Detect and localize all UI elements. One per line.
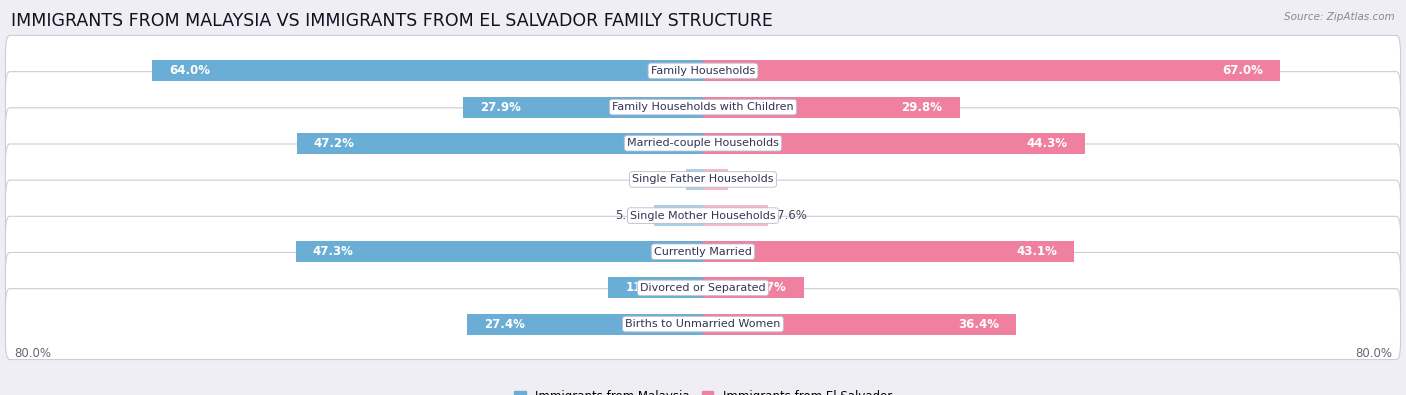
Text: 27.4%: 27.4% — [484, 318, 524, 331]
FancyBboxPatch shape — [6, 216, 1400, 287]
Bar — [703, 241, 1074, 262]
Text: 67.0%: 67.0% — [1222, 64, 1263, 77]
Text: 29.8%: 29.8% — [901, 101, 942, 114]
Bar — [467, 314, 703, 335]
Text: 80.0%: 80.0% — [1355, 347, 1392, 360]
Text: Currently Married: Currently Married — [654, 247, 752, 257]
Bar — [463, 97, 703, 118]
Bar — [703, 205, 769, 226]
Text: 11.7%: 11.7% — [745, 281, 786, 294]
Bar — [609, 277, 703, 298]
FancyBboxPatch shape — [6, 36, 1400, 106]
Legend: Immigrants from Malaysia, Immigrants from El Salvador: Immigrants from Malaysia, Immigrants fro… — [509, 385, 897, 395]
FancyBboxPatch shape — [6, 289, 1400, 359]
Text: 47.3%: 47.3% — [314, 245, 354, 258]
Text: 36.4%: 36.4% — [959, 318, 1000, 331]
Bar — [654, 205, 703, 226]
FancyBboxPatch shape — [6, 180, 1400, 251]
FancyBboxPatch shape — [6, 71, 1400, 143]
Text: 64.0%: 64.0% — [169, 64, 209, 77]
Bar — [152, 60, 703, 81]
Text: 27.9%: 27.9% — [479, 101, 520, 114]
Text: Divorced or Separated: Divorced or Separated — [640, 283, 766, 293]
FancyBboxPatch shape — [6, 144, 1400, 215]
Text: 11.0%: 11.0% — [626, 281, 666, 294]
Bar — [703, 60, 1279, 81]
Text: Married-couple Households: Married-couple Households — [627, 138, 779, 148]
Bar — [703, 97, 960, 118]
Bar — [295, 241, 703, 262]
Text: 44.3%: 44.3% — [1026, 137, 1067, 150]
FancyBboxPatch shape — [6, 252, 1400, 324]
Text: Single Mother Households: Single Mother Households — [630, 211, 776, 220]
Text: Family Households: Family Households — [651, 66, 755, 76]
Text: 80.0%: 80.0% — [14, 347, 51, 360]
Bar — [686, 169, 703, 190]
Text: Births to Unmarried Women: Births to Unmarried Women — [626, 319, 780, 329]
Text: Single Father Households: Single Father Households — [633, 175, 773, 184]
Bar — [703, 277, 804, 298]
Text: 47.2%: 47.2% — [314, 137, 354, 150]
Text: Source: ZipAtlas.com: Source: ZipAtlas.com — [1284, 12, 1395, 22]
Text: 7.6%: 7.6% — [778, 209, 807, 222]
Text: 43.1%: 43.1% — [1017, 245, 1057, 258]
Text: IMMIGRANTS FROM MALAYSIA VS IMMIGRANTS FROM EL SALVADOR FAMILY STRUCTURE: IMMIGRANTS FROM MALAYSIA VS IMMIGRANTS F… — [11, 12, 773, 30]
Text: 2.9%: 2.9% — [737, 173, 766, 186]
FancyBboxPatch shape — [6, 108, 1400, 179]
Text: Family Households with Children: Family Households with Children — [612, 102, 794, 112]
Bar — [703, 314, 1017, 335]
Text: 2.0%: 2.0% — [647, 173, 678, 186]
Bar — [703, 133, 1084, 154]
Bar — [297, 133, 703, 154]
Text: 5.7%: 5.7% — [616, 209, 645, 222]
Bar — [703, 169, 728, 190]
